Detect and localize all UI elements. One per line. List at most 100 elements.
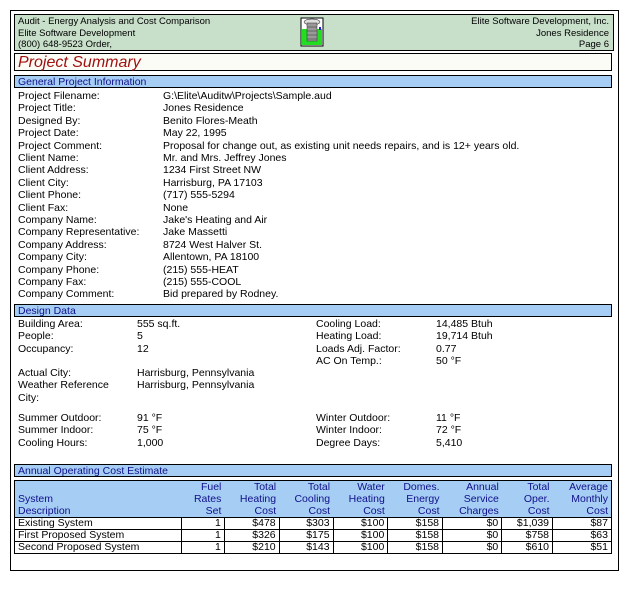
- field-label: Actual City:: [18, 367, 72, 379]
- table-cell: $326: [223, 529, 280, 542]
- table-cell: $478: [223, 517, 280, 530]
- column-header: Domes. Energy Cost: [387, 480, 443, 518]
- field-value: 0.77: [436, 342, 457, 355]
- field-value: Benito Flores-Meath: [163, 114, 258, 127]
- header-right: Elite Software Development, Inc. Jones Re…: [471, 16, 609, 51]
- report-header: Audit - Energy Analysis and Cost Compari…: [14, 14, 614, 51]
- table-cell: $158: [387, 517, 444, 530]
- column-header: Fuel Rates Set: [181, 480, 225, 518]
- field-value: May 22, 1995: [163, 127, 227, 140]
- table-cell: $87: [552, 517, 612, 530]
- field-label: Degree Days:: [316, 436, 381, 449]
- table-cell: $158: [387, 541, 444, 554]
- field-label: People:: [18, 330, 54, 343]
- column-header: Annual Service Charges: [442, 480, 502, 518]
- table-cell: Existing System: [14, 517, 182, 530]
- table-cell: $610: [501, 541, 554, 554]
- field-label: Client Fax:: [18, 201, 69, 214]
- field-value: None: [163, 201, 189, 214]
- field-label: Heating Load:: [316, 330, 382, 343]
- table-cell: $100: [332, 517, 389, 530]
- column-header: System Description: [14, 480, 182, 518]
- field-label: Project Date:: [18, 127, 79, 140]
- page-frame: [10, 10, 619, 571]
- field-label: Project Title:: [18, 102, 76, 115]
- field-value: 75 °F: [137, 424, 163, 437]
- field-value: 72 °F: [436, 424, 462, 437]
- header-line: (800) 648-9523 Order,: [18, 39, 113, 50]
- table-cell: $0: [442, 529, 503, 542]
- field-label: Company Representative:: [18, 226, 140, 239]
- header-line: Elite Software Development, Inc.: [471, 16, 609, 27]
- column-header: Average Monthly Cost: [552, 480, 612, 518]
- table-cell: Second Proposed System: [14, 541, 182, 554]
- field-label: Summer Outdoor:: [18, 412, 102, 424]
- field-value: G:\Elite\Auditw\Projects\Sample.aud: [163, 90, 332, 102]
- header-line: Elite Software Development: [18, 27, 136, 39]
- page-title: Project Summary: [14, 53, 612, 71]
- field-value: (215) 555-COOL: [163, 276, 242, 288]
- field-label: Project Comment:: [18, 139, 103, 152]
- field-label: Company City:: [18, 251, 87, 264]
- field-value: Bid prepared by Rodney.: [163, 288, 279, 301]
- field-label: Project Filename:: [18, 90, 100, 102]
- table-cell: 1: [180, 517, 225, 530]
- section-general-project-information: General Project Information: [14, 75, 612, 88]
- field-label: Occupancy:: [18, 342, 74, 355]
- field-label: Company Comment:: [18, 288, 115, 301]
- table-cell: $63: [552, 529, 612, 542]
- field-label: AC On Temp.:: [316, 355, 382, 368]
- field-value: Harrisburg, Pennsylvania: [137, 367, 255, 379]
- column-header: Total Cooling Cost: [279, 480, 334, 518]
- table-cell: $51: [552, 541, 612, 554]
- field-value: 91 °F: [137, 412, 163, 424]
- field-value: Mr. and Mrs. Jeffrey Jones: [163, 152, 287, 164]
- table-cell: $175: [278, 529, 334, 542]
- field-value: 8724 West Halver St.: [163, 238, 263, 251]
- field-value: 11 °F: [436, 412, 461, 424]
- section-annual-operating-cost: Annual Operating Cost Estimate: [14, 464, 612, 477]
- section-design-data: Design Data: [14, 304, 612, 317]
- field-label: Company Address:: [18, 238, 107, 251]
- table-cell: $0: [442, 541, 503, 554]
- field-value: Proposal for change out, as existing uni…: [163, 139, 520, 152]
- table-cell: $1,039: [501, 517, 554, 530]
- table-cell: $0: [442, 517, 503, 530]
- field-label: Winter Indoor:: [316, 424, 382, 437]
- field-value: 555 sq.ft.: [137, 318, 181, 330]
- field-label: Designed By:: [18, 114, 81, 127]
- column-header: Water Heating Cost: [333, 480, 388, 518]
- field-value: 19,714 Btuh: [436, 330, 493, 343]
- field-value: 12: [137, 342, 149, 355]
- table-row: First Proposed System 1 $326 $175 $100 $158 $0…: [14, 529, 612, 542]
- building-logo-icon: [300, 17, 324, 47]
- field-label: Winter Outdoor:: [316, 412, 391, 424]
- header-left: Audit - Energy Analysis and Cost Compari…: [18, 16, 210, 51]
- table-cell: $758: [501, 529, 554, 542]
- field-label: Client Name:: [18, 152, 79, 164]
- field-value: Harrisburg, PA 17103: [163, 176, 263, 189]
- field-value: 5,410: [436, 436, 463, 449]
- table-row: Second Proposed System 1 $210 $143 $100 $158 $…: [14, 541, 612, 554]
- table-cell: $158: [387, 529, 444, 542]
- table-cell: First Proposed System: [14, 529, 182, 542]
- field-label: Company Name:: [18, 214, 97, 226]
- field-value: 14,485 Btuh: [436, 318, 493, 330]
- field-value: Jake Massetti: [163, 226, 228, 239]
- field-label: Weather Reference: [18, 379, 109, 392]
- column-header: Total Heating Cost: [224, 480, 280, 518]
- field-value: 1234 First Street NW: [163, 164, 262, 177]
- header-line: Jones Residence: [536, 27, 609, 39]
- header-line: Audit - Energy Analysis and Cost Compari…: [18, 16, 211, 27]
- field-label: Cooling Load:: [316, 318, 381, 330]
- field-label: Loads Adj. Factor:: [316, 342, 401, 355]
- field-label: City:: [18, 391, 39, 404]
- table-row: Existing System 1 $478 $303 $100 $158 $0 $1,039…: [14, 517, 612, 530]
- field-label: Client Address:: [18, 164, 89, 177]
- table-cell: $100: [332, 541, 389, 554]
- field-label: Company Phone:: [18, 263, 100, 276]
- header-line: Page 6: [578, 39, 609, 50]
- table-cell: $210: [223, 541, 280, 554]
- table-cell: $100: [332, 529, 389, 542]
